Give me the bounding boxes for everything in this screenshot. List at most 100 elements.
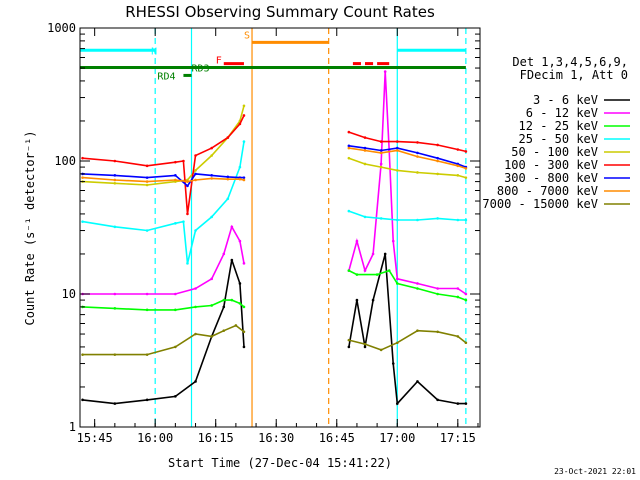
data-point (363, 136, 367, 139)
data-point (194, 305, 197, 309)
data-point (238, 122, 242, 126)
data-point (416, 151, 419, 155)
legend-label: 300 - 800 keV (504, 171, 598, 185)
data-point (456, 162, 460, 166)
data-point (379, 348, 383, 352)
series-line-8-part-1 (348, 329, 467, 351)
data-point (416, 218, 419, 222)
data-point (145, 292, 149, 296)
data-point (355, 239, 359, 243)
data-point (456, 295, 460, 299)
data-point (242, 176, 246, 179)
data-point (383, 70, 387, 73)
data-point (174, 345, 177, 349)
data-point (464, 292, 468, 296)
data-point (371, 298, 375, 302)
data-point (113, 174, 117, 177)
x-tick-label: 15:45 (77, 431, 113, 445)
data-point (363, 149, 367, 152)
data-point (186, 180, 189, 183)
y-tick-label: 1 (69, 420, 76, 434)
data-point (242, 262, 246, 265)
data-point (347, 345, 351, 349)
x-tick-label: 16:00 (137, 431, 173, 445)
data-point (113, 402, 117, 405)
data-point (113, 353, 117, 356)
data-point (395, 146, 399, 150)
legend-label: 800 - 7000 keV (497, 184, 598, 198)
data-point (464, 402, 468, 405)
data-point (363, 345, 367, 349)
data-point (371, 252, 375, 256)
data-point (174, 395, 177, 398)
data-point (186, 212, 189, 216)
data-point (464, 341, 468, 345)
data-point (226, 177, 230, 181)
data-point (81, 220, 84, 223)
state-bar-label-f: F (216, 56, 222, 67)
data-point (194, 332, 197, 336)
series-line-1-part-0 (82, 224, 245, 295)
data-point (230, 225, 234, 229)
x-tick-label: 17:00 (379, 431, 415, 445)
data-point (347, 209, 351, 213)
data-point (194, 169, 197, 172)
data-point (416, 141, 419, 144)
legend-header-line-2: FDecim 1, Att 0 (520, 68, 628, 82)
data-point (363, 342, 367, 346)
data-point (113, 292, 117, 296)
series-line-3-part-1 (348, 210, 466, 221)
data-point (347, 130, 351, 134)
data-point (416, 380, 419, 383)
legend-header-line-1: Det 1,3,4,5,6,9, (512, 55, 628, 69)
data-point (347, 146, 351, 150)
data-point (226, 197, 230, 201)
data-point (222, 329, 226, 332)
data-point (456, 287, 460, 290)
data-point (379, 140, 383, 143)
x-axis-label: Start Time (27-Dec-04 15:41:22) (168, 456, 392, 470)
data-point (194, 229, 197, 232)
data-point (210, 304, 213, 307)
data-point (210, 154, 213, 157)
y-tick-label: 100 (54, 154, 76, 168)
data-point (395, 277, 399, 281)
data-point (145, 308, 149, 312)
data-point (242, 330, 246, 334)
data-point (379, 151, 383, 155)
data-point (81, 398, 84, 402)
y-tick-label: 1000 (47, 21, 76, 35)
data-point (174, 178, 177, 182)
data-point (436, 330, 439, 334)
data-point (242, 178, 246, 182)
data-point (416, 329, 419, 332)
data-point (456, 402, 460, 405)
data-point (395, 402, 399, 405)
data-point (174, 160, 177, 164)
series-line-5-part-1 (348, 131, 467, 153)
data-point (456, 335, 460, 338)
legend-label: 3 - 6 keV (533, 93, 598, 107)
data-point (395, 149, 399, 152)
data-point (174, 308, 177, 312)
data-point (234, 324, 238, 327)
x-tick-label: 16:15 (198, 431, 234, 445)
data-point (347, 156, 351, 160)
data-point (145, 180, 149, 183)
data-point (238, 177, 242, 181)
data-point (387, 269, 391, 272)
legend-label: 7000 - 15000 keV (482, 197, 598, 211)
plot-layer: N F S RD3 RD4 (80, 28, 468, 427)
series-line-2-part-0 (82, 299, 245, 311)
data-point (194, 380, 197, 383)
legend-label: 6 - 12 keV (526, 106, 598, 120)
data-point (174, 174, 177, 177)
data-point (363, 146, 367, 150)
data-point (416, 287, 419, 290)
state-bar-label-n: N (151, 46, 157, 57)
chart-title: RHESSI Observing Summary Count Rates (125, 3, 435, 21)
data-point (416, 282, 419, 285)
data-point (436, 159, 439, 163)
data-point (391, 362, 395, 365)
